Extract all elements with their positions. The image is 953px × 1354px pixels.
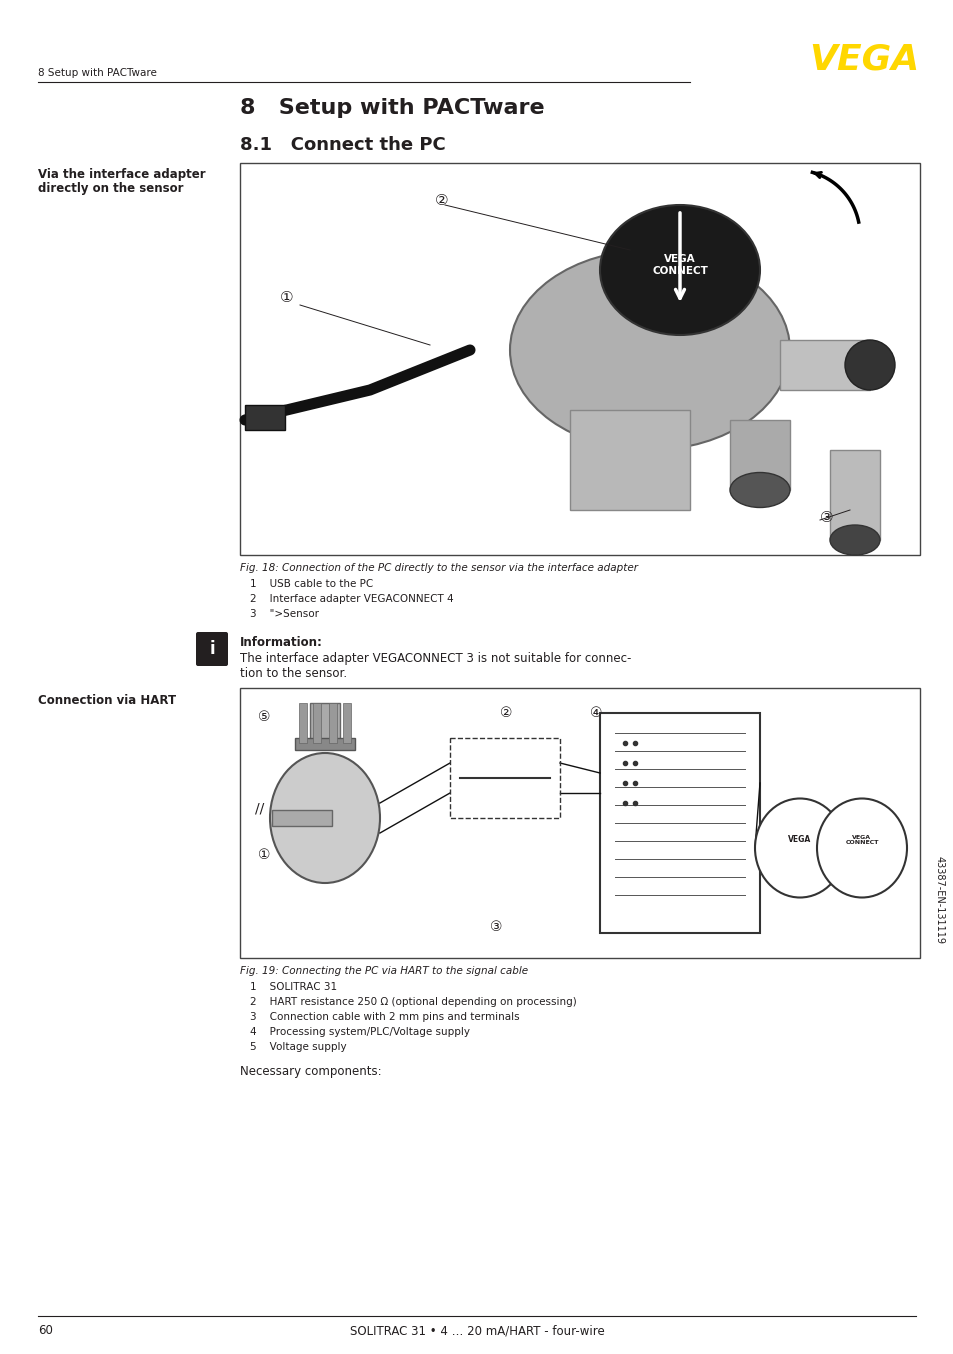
- Text: //: //: [254, 802, 264, 815]
- Text: VEGA
CONNECT: VEGA CONNECT: [652, 255, 707, 276]
- Bar: [313, 703, 320, 743]
- Text: Via the interface adapter: Via the interface adapter: [38, 168, 206, 181]
- Ellipse shape: [729, 473, 789, 508]
- Text: ①: ①: [280, 290, 294, 305]
- Text: 8   Setup with PACTware: 8 Setup with PACTware: [240, 97, 544, 118]
- Text: ③: ③: [820, 510, 833, 525]
- Text: 2    HART resistance 250 Ω (optional depending on processing): 2 HART resistance 250 Ω (optional depend…: [250, 997, 577, 1007]
- Text: ①: ①: [257, 848, 271, 862]
- Text: 4    Processing system/PLC/Voltage supply: 4 Processing system/PLC/Voltage supply: [250, 1026, 470, 1037]
- Text: ④: ④: [589, 705, 602, 720]
- Text: Fig. 19: Connecting the PC via HART to the signal cable: Fig. 19: Connecting the PC via HART to t…: [240, 965, 528, 976]
- Text: Fig. 18: Connection of the PC directly to the sensor via the interface adapter: Fig. 18: Connection of the PC directly t…: [240, 563, 638, 573]
- Text: 3    Connection cable with 2 mm pins and terminals: 3 Connection cable with 2 mm pins and te…: [250, 1011, 519, 1022]
- Ellipse shape: [510, 250, 789, 450]
- Bar: [298, 703, 307, 743]
- Text: 8 Setup with PACTware: 8 Setup with PACTware: [38, 68, 156, 79]
- Bar: [599, 714, 760, 933]
- Text: 43387-EN-131119: 43387-EN-131119: [934, 856, 944, 944]
- Bar: [450, 738, 559, 818]
- Text: 1    SOLITRAC 31: 1 SOLITRAC 31: [250, 982, 336, 992]
- Ellipse shape: [599, 204, 760, 334]
- Bar: [240, 688, 919, 959]
- Bar: [272, 810, 332, 826]
- Text: ⑤: ⑤: [257, 709, 271, 724]
- Text: SOLITRAC 31 • 4 … 20 mA/HART - four-wire: SOLITRAC 31 • 4 … 20 mA/HART - four-wire: [349, 1324, 604, 1336]
- Bar: [310, 703, 339, 743]
- Bar: [569, 410, 689, 510]
- Text: ②: ②: [499, 705, 512, 720]
- Bar: [343, 703, 351, 743]
- Text: Connection via HART: Connection via HART: [38, 695, 176, 707]
- Bar: [294, 738, 355, 750]
- Text: 8.1   Connect the PC: 8.1 Connect the PC: [240, 135, 445, 154]
- Text: Information:: Information:: [240, 636, 322, 649]
- Ellipse shape: [829, 525, 879, 555]
- Text: VEGA: VEGA: [787, 835, 811, 845]
- Text: ③: ③: [490, 919, 502, 934]
- Ellipse shape: [844, 340, 894, 390]
- Text: Necessary components:: Necessary components:: [240, 1066, 381, 1078]
- Text: 5    Voltage supply: 5 Voltage supply: [250, 1043, 346, 1052]
- Text: i: i: [209, 640, 214, 658]
- FancyBboxPatch shape: [195, 632, 228, 666]
- Ellipse shape: [270, 753, 379, 883]
- Text: 1    USB cable to the PC: 1 USB cable to the PC: [250, 580, 373, 589]
- Text: directly on the sensor: directly on the sensor: [38, 181, 183, 195]
- Bar: [780, 340, 869, 390]
- Ellipse shape: [816, 799, 906, 898]
- Bar: [729, 420, 789, 490]
- Text: 3    ">Sensor: 3 ">Sensor: [250, 609, 318, 619]
- Text: VEGA
CONNECT: VEGA CONNECT: [844, 834, 878, 845]
- Bar: [240, 162, 919, 555]
- Text: 2    Interface adapter VEGACONNECT 4: 2 Interface adapter VEGACONNECT 4: [250, 594, 453, 604]
- Text: VEGA: VEGA: [809, 42, 919, 76]
- Text: ②: ②: [435, 194, 448, 209]
- Bar: [829, 450, 879, 540]
- Bar: [329, 703, 336, 743]
- Text: 60: 60: [38, 1324, 52, 1336]
- Text: The interface adapter VEGACONNECT 3 is not suitable for connec-
tion to the sens: The interface adapter VEGACONNECT 3 is n…: [240, 653, 631, 680]
- Ellipse shape: [754, 799, 844, 898]
- Bar: [245, 405, 285, 431]
